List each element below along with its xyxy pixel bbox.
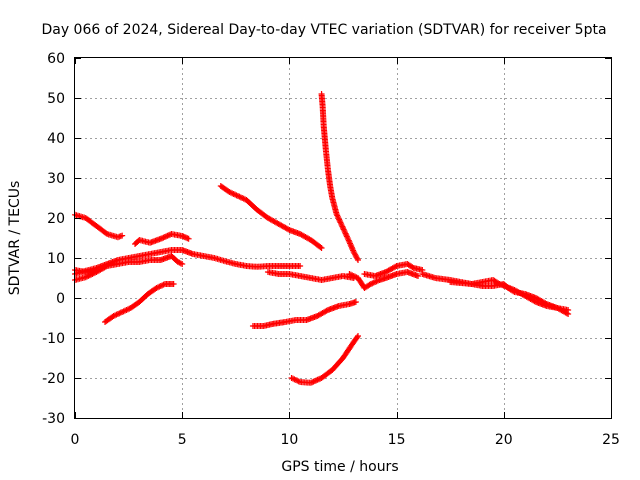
series-arc-b [132, 231, 192, 247]
data-point [354, 255, 361, 262]
data-point [415, 273, 422, 279]
series-arc-i [249, 299, 359, 329]
grid-lines [75, 58, 611, 418]
data-point [355, 257, 362, 263]
data-point [170, 281, 177, 287]
y-tick-label: 30 [47, 171, 65, 187]
x-tick-label: 15 [388, 432, 406, 448]
x-tick-label: 5 [178, 432, 187, 448]
data-point [102, 263, 109, 270]
data-point [93, 267, 100, 273]
data-point [531, 298, 538, 305]
x-tick-label: 25 [602, 432, 620, 448]
data-point [355, 333, 362, 339]
data-point [285, 226, 292, 233]
data-point [88, 271, 95, 278]
x-tick-label: 10 [280, 432, 298, 448]
series-arc-n [447, 277, 572, 313]
y-tick-label: 20 [47, 211, 65, 227]
y-tick-label: 10 [47, 251, 65, 267]
data-marks [72, 91, 572, 386]
y-tick-label: 50 [47, 91, 65, 107]
axes: 0 5 10 15 20 25 -30 -20 -10 0 10 20 30 40 50 60 [42, 51, 620, 448]
series-arc-e [102, 281, 177, 325]
data-point [185, 235, 192, 242]
data-point [317, 244, 324, 251]
series-arc-f [217, 183, 325, 251]
series-arc-m [419, 271, 572, 317]
data-point [354, 334, 361, 341]
series-arc-l [361, 261, 426, 279]
y-axis-label: SDTVAR / TECUs [7, 181, 23, 296]
series-arc-h [318, 91, 362, 263]
data-point [565, 307, 572, 313]
series-arc-j [288, 333, 362, 386]
y-tick-label: 40 [47, 131, 65, 147]
data-point [119, 232, 126, 239]
y-tick-label: 0 [56, 291, 65, 307]
y-tick-label: -10 [42, 331, 65, 347]
y-tick-label: -20 [42, 371, 65, 387]
series-arc-k [346, 269, 422, 291]
plot-frame [74, 57, 612, 419]
series-arc-a [72, 211, 126, 241]
x-axis-label: GPS time / hours [281, 459, 398, 475]
data-point [102, 230, 109, 237]
data-point [179, 261, 186, 267]
data-point [297, 263, 304, 269]
y-tick-label: -30 [42, 411, 65, 427]
x-tick-label: 20 [495, 432, 513, 448]
series-arc-d [72, 253, 186, 283]
data-point [409, 264, 416, 271]
data-point [392, 263, 399, 270]
y-tick-label: 60 [47, 51, 65, 67]
data-point [352, 299, 359, 305]
series-arc-o [72, 267, 100, 275]
data-point [82, 274, 89, 281]
data-point [323, 307, 330, 314]
series-arc-g [264, 269, 357, 283]
data-point [495, 280, 502, 287]
x-tick-label: 0 [71, 432, 80, 448]
chart-title: Day 066 of 2024, Sidereal Day-to-day VTE… [41, 22, 606, 38]
data-point [318, 245, 325, 251]
